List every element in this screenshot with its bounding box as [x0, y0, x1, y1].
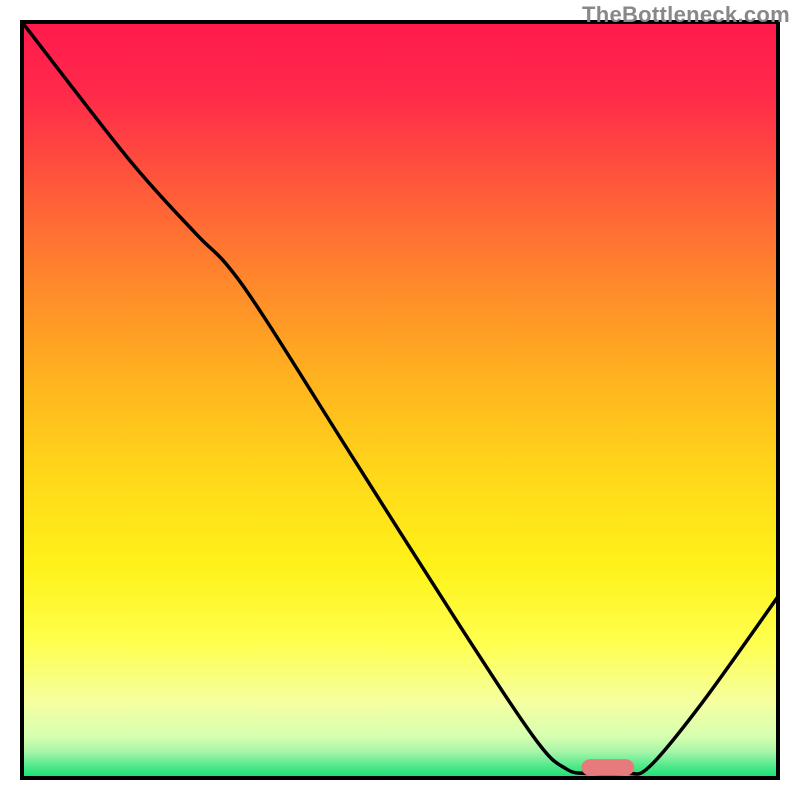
chart-container: TheBottleneck.com — [0, 0, 800, 800]
watermark-text: TheBottleneck.com — [582, 2, 790, 28]
bottleneck-curve-chart — [0, 0, 800, 800]
optimal-marker — [581, 759, 634, 776]
gradient-background — [22, 22, 778, 778]
